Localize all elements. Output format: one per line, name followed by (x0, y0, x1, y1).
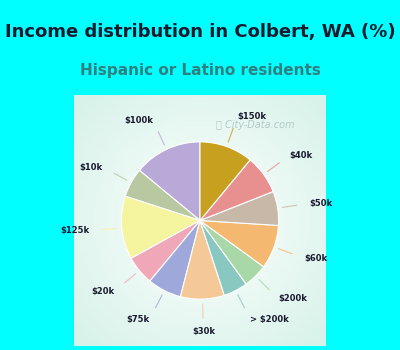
Wedge shape (125, 170, 200, 220)
Wedge shape (200, 220, 264, 284)
Wedge shape (200, 191, 279, 225)
Text: Hispanic or Latino residents: Hispanic or Latino residents (80, 63, 320, 77)
Text: $20k: $20k (92, 287, 114, 296)
Text: $75k: $75k (126, 315, 150, 324)
Text: $125k: $125k (60, 226, 90, 236)
Text: $100k: $100k (124, 116, 153, 125)
Wedge shape (140, 142, 200, 220)
Wedge shape (200, 142, 250, 220)
Text: $30k: $30k (192, 327, 215, 336)
Wedge shape (200, 160, 273, 220)
Text: $150k: $150k (238, 112, 266, 121)
Text: > $200k: > $200k (250, 315, 289, 324)
Wedge shape (180, 220, 224, 299)
Wedge shape (131, 220, 200, 281)
Text: $40k: $40k (290, 151, 313, 160)
Text: $10k: $10k (80, 163, 103, 172)
Wedge shape (121, 196, 200, 258)
Text: $50k: $50k (310, 199, 333, 208)
Wedge shape (200, 220, 246, 295)
Text: $200k: $200k (278, 294, 307, 303)
Wedge shape (200, 220, 278, 267)
Wedge shape (150, 220, 200, 297)
Text: $60k: $60k (304, 253, 328, 262)
Text: ⓘ City-Data.com: ⓘ City-Data.com (216, 120, 295, 130)
Text: Income distribution in Colbert, WA (%): Income distribution in Colbert, WA (%) (5, 22, 395, 41)
